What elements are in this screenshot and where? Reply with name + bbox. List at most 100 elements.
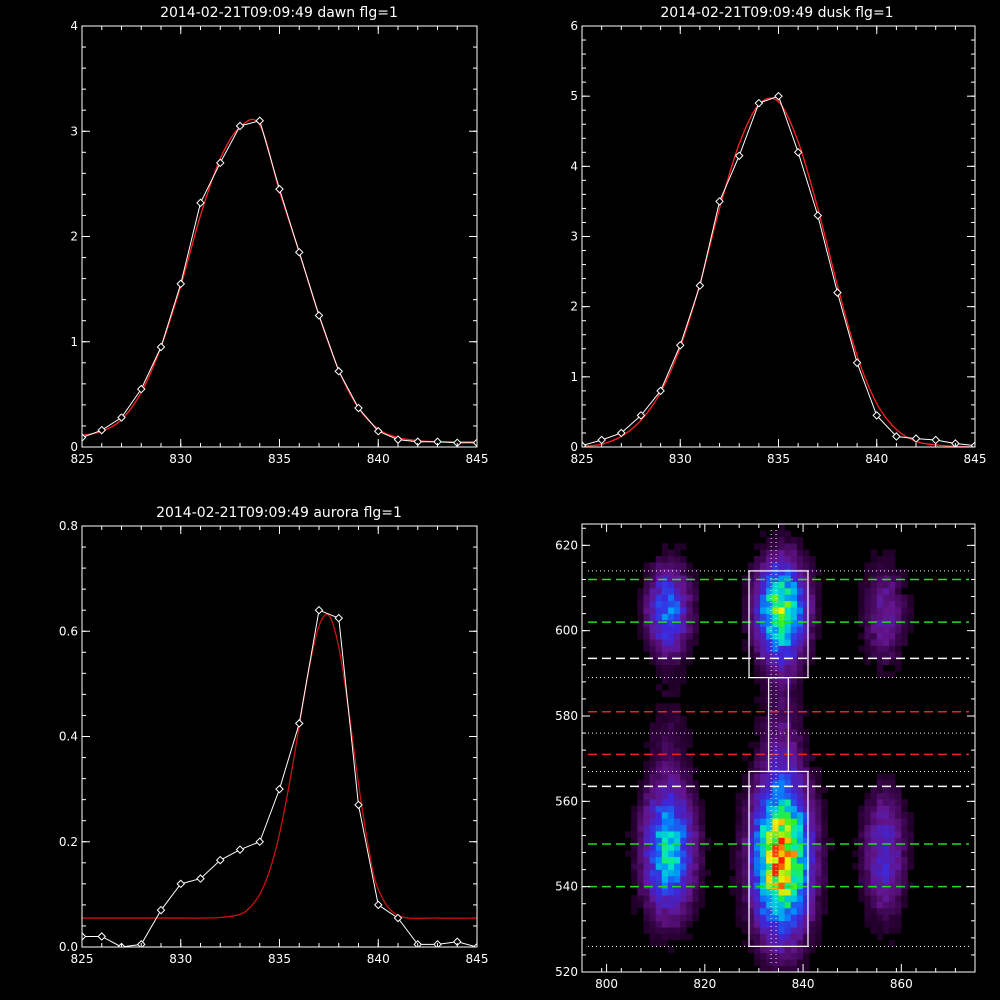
heatmap-cell (747, 600, 755, 608)
heatmap-cell (809, 927, 816, 934)
heatmap-cell (778, 632, 785, 640)
heatmap-cell (815, 927, 822, 934)
heatmap-cell (747, 837, 755, 845)
heatmap-cell (637, 837, 644, 845)
heatmap-cell (803, 863, 810, 870)
heatmap-cell (766, 850, 773, 858)
heatmap-cell (741, 639, 749, 646)
heatmap-cell (815, 844, 822, 851)
heatmap-cell (680, 895, 687, 902)
dusk-ytick-label-6: 6 (570, 19, 578, 33)
heatmap-cell (882, 620, 890, 627)
aurora-ytick-label-3: 0.6 (59, 624, 78, 638)
heatmap-cell (698, 876, 706, 883)
heatmap-cell (747, 799, 755, 806)
heatmap-cell (870, 568, 878, 576)
heatmap-cell (895, 658, 902, 666)
heatmap-cell (643, 901, 650, 909)
heatmap-cell (680, 652, 687, 659)
heatmap-cell (661, 581, 669, 589)
heatmap-cell (680, 773, 687, 781)
heatmap-cell (907, 607, 914, 614)
heatmap-cell (796, 818, 804, 826)
heatmap-cell (674, 773, 681, 781)
heatmap-cell (889, 882, 896, 890)
heatmap-cell (784, 831, 792, 838)
heatmap-cell (766, 869, 773, 877)
heatmap-cell (667, 735, 675, 742)
heatmap-cell (655, 581, 663, 589)
heatmap-cell (698, 818, 706, 826)
heatmap-cell (815, 780, 822, 787)
heatmap-cell (674, 933, 681, 941)
heatmap-cell (796, 754, 804, 762)
heatmap-cell (753, 594, 761, 602)
heatmap-cell (778, 664, 785, 672)
heatmap-cell (753, 888, 761, 896)
dusk-data-point-17 (911, 434, 921, 443)
heatmap-cell (796, 805, 804, 813)
heatmap-cell (655, 908, 663, 915)
heatmap-cell (889, 837, 896, 845)
heatmap-cell (772, 792, 779, 800)
heatmap-cell (760, 888, 767, 896)
heatmap-cell (815, 786, 822, 794)
heatmap-cell (876, 664, 884, 672)
heatmap-cell (784, 658, 792, 666)
heatmap-cell (680, 792, 687, 800)
heatmap-cell (895, 645, 902, 653)
heatmap-cell (803, 812, 810, 819)
heatmap-cell (790, 658, 798, 666)
heatmap-cell (753, 901, 761, 909)
heatmap-cell (674, 786, 681, 794)
heatmap-cell (778, 709, 785, 717)
heatmap-cell (882, 581, 890, 589)
heatmap-cell (686, 799, 693, 806)
heatmap-cell (667, 914, 675, 922)
heatmap-cell (870, 844, 878, 851)
heatmap-cell (655, 671, 663, 678)
heatmap-cell (876, 556, 884, 563)
heatmap-cell (655, 850, 663, 858)
heatmap-cell (753, 543, 761, 550)
heatmap-cell (784, 549, 792, 557)
heatmap-cell (907, 620, 914, 627)
heatmap-cell (796, 658, 804, 666)
heatmap-cell (809, 632, 816, 640)
heatmap-cell (796, 626, 804, 634)
heatmap-cell (760, 748, 767, 755)
heatmap-cell (784, 812, 792, 819)
heatmap-cell (747, 908, 755, 915)
heatmap-cell (778, 748, 785, 755)
heatmap-cell (790, 940, 798, 947)
heatmap-cell (674, 690, 681, 698)
heatmap-cell (674, 716, 681, 723)
heatmap-cell (858, 805, 865, 813)
heatmap-cell (637, 632, 644, 640)
heatmap-cell (661, 863, 669, 870)
heatmap-cell (747, 805, 755, 813)
heatmap-cell (858, 895, 865, 902)
heatmap-cell (790, 639, 798, 646)
heatmap-cell (895, 799, 902, 806)
heatmap-cell (753, 741, 761, 749)
heatmap-cell (796, 735, 804, 742)
heatmap-cell (667, 773, 675, 781)
heatmap-cell (876, 869, 884, 877)
heatmap-cell (667, 844, 675, 851)
heatmap-cell (796, 722, 804, 730)
heatmap-cell (649, 876, 656, 883)
heatmap-cell (747, 581, 755, 589)
heatmap-cell (643, 908, 650, 915)
heatmap-cell (643, 626, 650, 634)
heatmap-cell (889, 812, 896, 819)
heatmap-cell (686, 760, 693, 768)
heatmap-cell (815, 767, 822, 774)
heatmap-cell (655, 620, 663, 627)
heatmap-cell (778, 620, 785, 627)
heatmap-box-2 (768, 676, 789, 773)
heatmap-cell (753, 856, 761, 864)
heatmap-cell (698, 856, 706, 864)
heatmap-cell (753, 664, 761, 672)
heatmap-cell (790, 850, 798, 858)
